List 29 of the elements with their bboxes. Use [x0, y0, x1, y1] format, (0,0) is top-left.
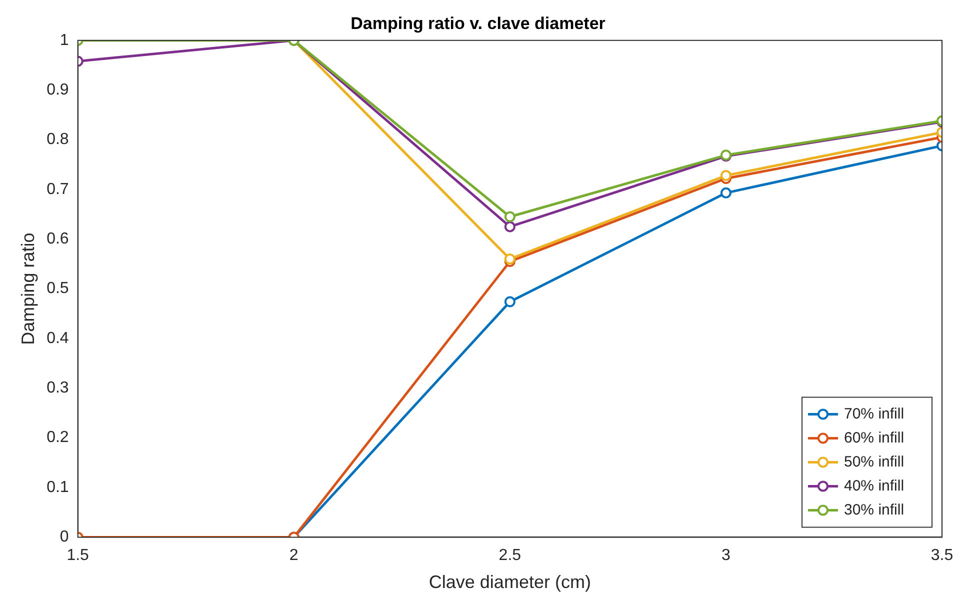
y-tick-label: 0.1	[46, 478, 69, 496]
y-tick-label: 0.5	[46, 280, 69, 298]
point	[720, 187, 732, 198]
y-tick-label: 0.7	[46, 180, 69, 198]
y-tick-label: 0.2	[46, 429, 69, 446]
x-tick-label: 3.5	[930, 547, 954, 564]
chart-title: Damping ratio v. clave diameter	[350, 14, 606, 33]
x-tick-label: 1.5	[66, 547, 90, 564]
y-tick-label: 0.9	[46, 81, 69, 98]
y-tick-label: 0.3	[46, 380, 69, 397]
point	[720, 170, 732, 182]
y-axis-title: Damping ratio	[18, 232, 38, 345]
x-tick-label: 3	[722, 547, 731, 564]
y-tick-label: 0.8	[46, 131, 69, 148]
legend-label: 70% infill	[844, 405, 904, 422]
y-tick-label: 1	[60, 32, 69, 49]
point	[504, 211, 516, 222]
x-axis-title: Clave diameter (cm)	[428, 572, 591, 592]
legend-label: 40% infill	[844, 477, 904, 494]
point	[504, 253, 516, 264]
y-tick-label: 0.4	[46, 330, 69, 347]
legend-label: 30% infill	[844, 501, 904, 518]
y-tick-label: 0.6	[46, 230, 69, 248]
legend-label: 50% infill	[844, 453, 904, 470]
point	[504, 296, 516, 308]
y-tick-label: 0	[60, 528, 69, 546]
x-tick-label: 2	[289, 547, 298, 564]
x-tick-label: 2.5	[498, 547, 522, 564]
legend-label: 60% infill	[844, 429, 904, 446]
